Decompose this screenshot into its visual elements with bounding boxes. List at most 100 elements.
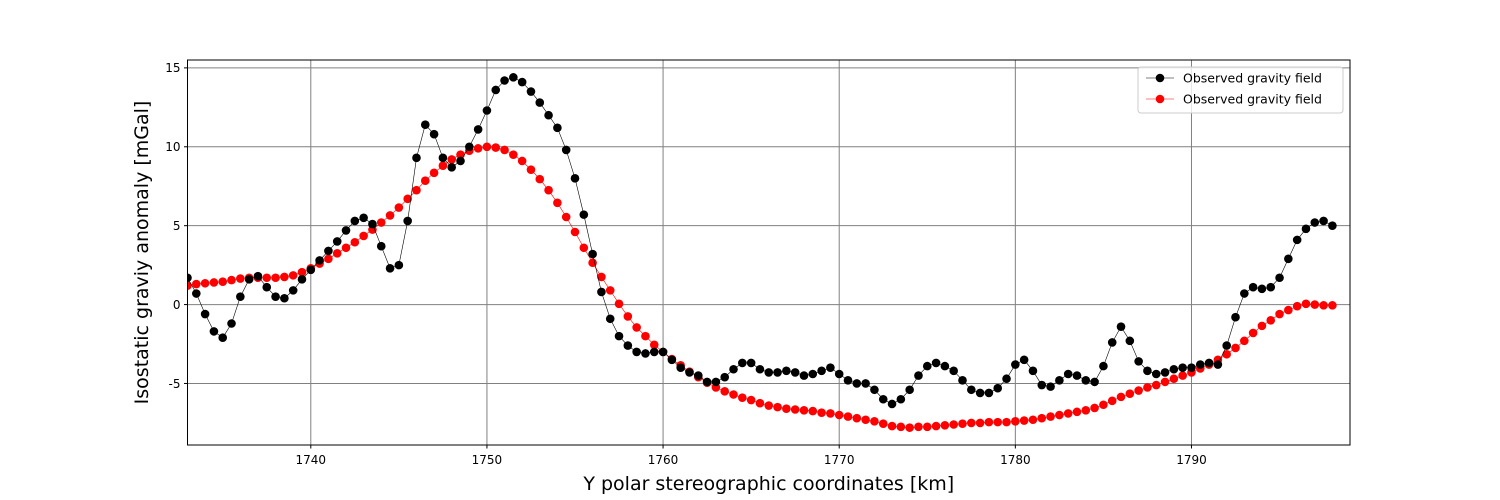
data-point (579, 210, 589, 219)
data-point (394, 260, 404, 270)
data-point (685, 368, 694, 377)
data-point (394, 203, 404, 212)
data-point (817, 366, 826, 376)
data-point (755, 398, 765, 408)
data-point (1081, 376, 1091, 385)
data-point (1257, 321, 1267, 331)
data-point (1284, 254, 1293, 264)
data-point (341, 243, 351, 253)
data-point (1125, 389, 1135, 399)
data-point (940, 361, 950, 371)
data-point (517, 156, 527, 166)
data-point (1195, 360, 1205, 369)
data-point (878, 394, 888, 404)
data-point (729, 390, 738, 399)
data-point (1143, 366, 1152, 376)
data-point (641, 331, 650, 341)
data-point (1169, 374, 1179, 384)
data-point (1240, 289, 1249, 298)
legend-frame (1137, 66, 1344, 114)
data-point (649, 347, 659, 357)
data-point (896, 422, 906, 432)
data-point (1248, 282, 1258, 292)
data-point (1019, 355, 1029, 365)
data-point (588, 249, 597, 259)
data-point (1310, 218, 1320, 227)
data-point (940, 420, 950, 430)
data-point (570, 227, 580, 237)
y-tick-label: -5 (169, 377, 181, 391)
data-point (720, 387, 730, 396)
data-point (332, 237, 342, 246)
series-red (187, 142, 1337, 432)
data-point (914, 422, 923, 432)
data-point (482, 142, 492, 152)
data-point (1090, 403, 1099, 413)
data-point (887, 399, 897, 409)
data-point (993, 417, 1003, 427)
data-point (967, 418, 976, 428)
data-point (984, 417, 994, 427)
data-point (209, 327, 219, 336)
data-point (385, 211, 395, 220)
data-point (1099, 400, 1108, 410)
y-tick-label: 10 (165, 140, 180, 154)
data-point (729, 364, 738, 374)
data-point (720, 372, 730, 382)
data-point (192, 279, 201, 289)
data-point (1151, 380, 1161, 390)
data-point (1055, 410, 1064, 420)
data-point (597, 287, 606, 297)
data-point (984, 388, 994, 398)
series-layer (187, 73, 1337, 432)
data-point (1240, 336, 1249, 346)
data-point (359, 213, 368, 223)
legend-marker-red (1155, 94, 1165, 104)
data-point (1143, 383, 1152, 392)
data-point (1301, 299, 1311, 309)
legend-label-1: Observed gravity field (1183, 71, 1322, 86)
data-point (1055, 376, 1064, 385)
data-point (843, 376, 853, 385)
data-point (1037, 380, 1047, 390)
data-point (967, 385, 976, 395)
data-point (694, 371, 703, 380)
data-point (465, 142, 474, 152)
data-point (808, 369, 818, 379)
data-point (764, 368, 774, 377)
data-point (561, 212, 571, 222)
data-point (526, 87, 536, 96)
data-point (1231, 312, 1240, 322)
data-point (553, 123, 562, 133)
data-point (350, 237, 360, 247)
data-point (1328, 221, 1337, 230)
data-point (852, 379, 862, 388)
data-point (359, 231, 368, 241)
data-point (376, 218, 386, 227)
data-point (271, 273, 280, 283)
data-point (914, 371, 923, 380)
data-point (1125, 336, 1135, 346)
data-point (773, 368, 782, 377)
data-point (975, 418, 985, 428)
data-point (887, 421, 897, 431)
data-point (1011, 417, 1020, 426)
data-point (535, 174, 545, 184)
data-point (588, 258, 597, 268)
data-point (1081, 405, 1091, 415)
data-point (658, 347, 668, 357)
data-point (517, 77, 527, 87)
data-point (1090, 377, 1099, 387)
data-point (632, 323, 641, 332)
data-point (1099, 361, 1108, 371)
data-point (623, 312, 633, 321)
data-point (1116, 322, 1126, 331)
data-point (244, 275, 254, 284)
x-tick-label: 1790 (1176, 453, 1207, 467)
data-point (535, 98, 545, 107)
data-point (570, 174, 580, 183)
data-point (922, 422, 932, 432)
data-point (931, 358, 941, 368)
data-point (1046, 382, 1055, 391)
data-point (1275, 273, 1284, 283)
